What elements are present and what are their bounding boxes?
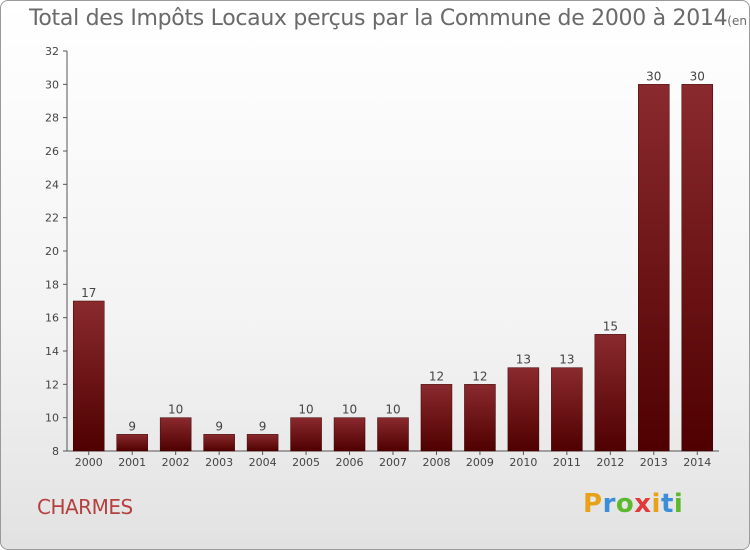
data-label-2012: 15	[603, 319, 618, 333]
bar-2011	[551, 367, 583, 452]
x-tick-label-2012: 2012	[596, 456, 624, 469]
proxiti-logo: Proxiti	[583, 489, 683, 519]
chart-title: Total des Impôts Locaux perçus par la Co…	[29, 6, 749, 31]
x-tick-label-2007: 2007	[379, 456, 407, 469]
y-tick-label: 8	[52, 445, 59, 458]
y-tick-label: 16	[45, 312, 59, 325]
logo-letter: x	[634, 489, 652, 519]
y-tick-label: 28	[45, 112, 59, 125]
data-label-2005: 10	[298, 403, 313, 417]
x-tick-label-2006: 2006	[336, 456, 364, 469]
data-label-2002: 10	[168, 403, 183, 417]
logo-letter: o	[615, 489, 635, 519]
bar-2013	[638, 84, 670, 452]
x-tick-label-2004: 2004	[249, 456, 277, 469]
bar-2004	[246, 434, 279, 452]
bar-2010	[507, 367, 540, 452]
y-tick-label: 26	[45, 145, 59, 158]
x-tick-label-2011: 2011	[553, 456, 581, 469]
y-tick-label: 14	[45, 345, 59, 358]
bar-2006	[333, 417, 366, 452]
commune-name: CHARMES	[37, 495, 133, 519]
bar-2001	[116, 434, 148, 452]
data-label-2008: 12	[429, 369, 444, 383]
y-tick-label: 24	[45, 178, 59, 191]
bar-2014	[681, 84, 714, 452]
y-tick-label: 30	[45, 78, 59, 91]
logo-letter: i	[673, 489, 684, 519]
logo-letter: i	[651, 489, 661, 519]
y-tick-label: 12	[45, 378, 59, 391]
x-tick-label-2010: 2010	[509, 456, 537, 469]
bar-2012	[594, 334, 627, 452]
x-tick-label-2000: 2000	[75, 456, 103, 469]
logo-letter: P	[583, 489, 603, 519]
x-tick-label-2008: 2008	[422, 456, 450, 469]
logo-letter: r	[602, 489, 616, 519]
x-tick-label-2014: 2014	[683, 456, 711, 469]
bar-2008	[420, 384, 453, 452]
bar-2007	[377, 417, 409, 452]
x-tick-label-2002: 2002	[162, 456, 190, 469]
chart-title-text: Total des Impôts Locaux perçus par la Co…	[29, 6, 728, 31]
logo-letter: t	[660, 489, 674, 519]
data-label-2013: 30	[646, 69, 661, 83]
bar-2003	[203, 434, 235, 452]
y-tick-label: 32	[45, 45, 59, 58]
data-label-2003: 9	[215, 419, 223, 433]
data-label-2004: 9	[259, 419, 267, 433]
x-tick-label-2001: 2001	[118, 456, 146, 469]
x-tick-label-2009: 2009	[466, 456, 494, 469]
bar-2005	[290, 417, 322, 452]
x-tick-label-2013: 2013	[640, 456, 668, 469]
y-tick-label: 20	[45, 245, 59, 258]
data-label-2001: 9	[128, 419, 136, 433]
bar-2002	[159, 417, 192, 452]
y-tick-label: 22	[45, 212, 59, 225]
y-tick-label: 18	[45, 278, 59, 291]
chart-unit: (en milliers d'€)	[727, 14, 749, 28]
y-tick-label: 10	[45, 412, 59, 425]
x-tick-label-2003: 2003	[205, 456, 233, 469]
data-label-2000: 17	[81, 286, 96, 300]
data-label-2007: 10	[385, 403, 400, 417]
bar-2009	[464, 384, 496, 452]
data-label-2006: 10	[342, 403, 357, 417]
data-label-2010: 13	[516, 353, 531, 367]
bar-2000	[72, 300, 105, 452]
x-tick-label-2005: 2005	[292, 456, 320, 469]
data-label-2014: 30	[690, 69, 705, 83]
data-label-2011: 13	[559, 353, 574, 367]
data-label-2009: 12	[472, 369, 487, 383]
